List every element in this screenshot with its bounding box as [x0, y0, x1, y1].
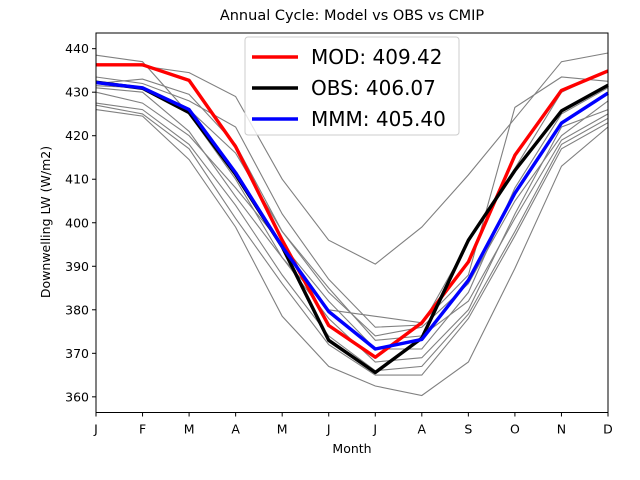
x-tick-label: D: [603, 422, 613, 437]
legend-box: [244, 36, 460, 136]
x-tick-label: J: [372, 422, 377, 437]
mod-line: [96, 63, 609, 359]
obs-line: [95, 80, 609, 375]
mmm-line: [95, 80, 609, 351]
y-tick-label: 400: [65, 215, 89, 230]
x-tick-label: J: [326, 422, 331, 437]
y-tick-label: 430: [65, 85, 89, 100]
x-tick-label: F: [139, 422, 146, 437]
cmip-line-2: [95, 52, 609, 265]
legend: MOD: 409.42 OBS: 406.07 MMM: 405.40: [244, 36, 460, 136]
x-tick-label: M: [277, 422, 288, 437]
legend-label-obs: OBS: 406.07: [311, 76, 436, 100]
cmip-line-8: [95, 104, 609, 376]
y-tick-label: 370: [65, 346, 89, 361]
y-axis-label: Downwelling LW (W/m2): [38, 146, 53, 298]
x-tick-label: S: [464, 422, 472, 437]
x-tick-label: O: [510, 422, 520, 437]
legend-label-mod: MOD: 409.42: [311, 45, 442, 69]
main-series-lines: [95, 63, 609, 375]
y-tick-label: 420: [65, 128, 89, 143]
legend-label-mmm: MMM: 405.40: [311, 107, 446, 131]
y-tick-label: 390: [65, 259, 89, 274]
y-tick-label: 360: [65, 389, 89, 404]
y-tick-label: 380: [65, 302, 89, 317]
chart-title: Annual Cycle: Model vs OBS vs CMIP: [220, 8, 485, 24]
x-tick-label: A: [418, 422, 427, 437]
y-tick-label: 440: [65, 41, 89, 56]
x-tick-label: J: [93, 422, 98, 437]
y-tick-label: 410: [65, 172, 89, 187]
x-tick-label: A: [231, 422, 240, 437]
x-tick-label: N: [557, 422, 566, 437]
y-ticks: 360 370 380 390 400 410 420 430 440: [65, 41, 96, 404]
cmip-line-5: [95, 87, 609, 350]
x-axis-label: Month: [332, 441, 371, 456]
cmip-line-9: [95, 109, 609, 397]
x-tick-label: M: [184, 422, 195, 437]
cmip-line-3: [95, 69, 609, 328]
cmip-line-7: [95, 102, 609, 372]
